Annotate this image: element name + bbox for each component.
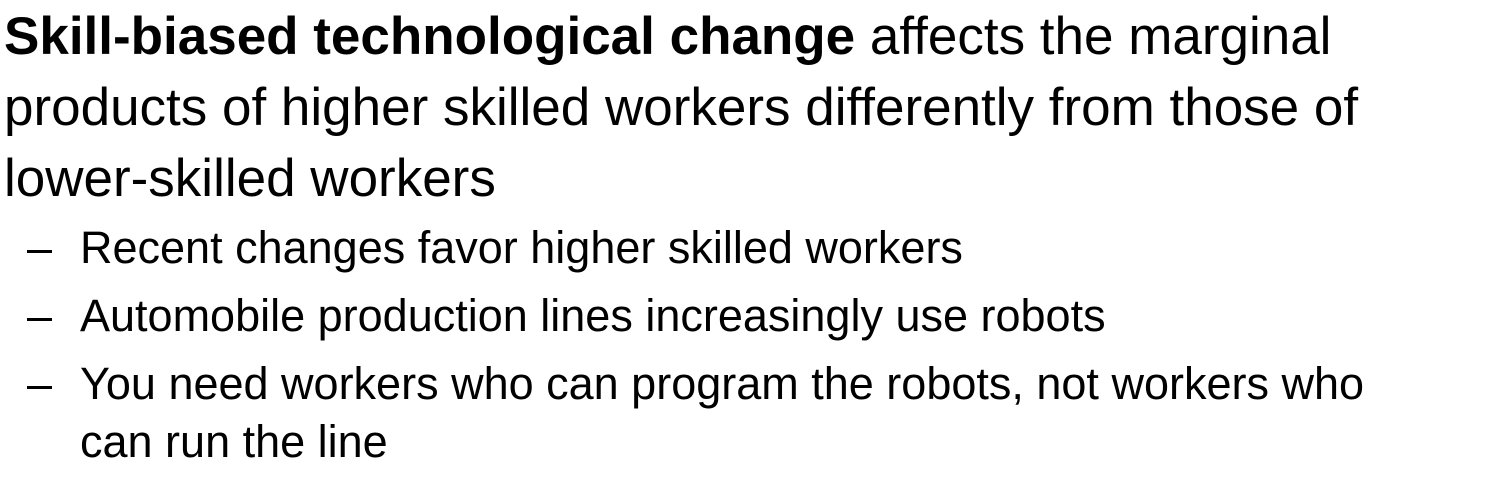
dash-marker: – [27, 358, 53, 409]
dash-marker: – [27, 222, 53, 273]
sub-bullet-line: You need workers who can program the rob… [80, 358, 1365, 409]
main-bullet: Skill-biased technological change affect… [4, 1, 1506, 214]
sub-bullet-list: – Recent changes favor higher skilled wo… [0, 219, 1506, 481]
sub-bullet-text: Recent changes favor higher skilled work… [80, 219, 1506, 277]
sub-bullet-text: You need workers who can program the rob… [80, 355, 1506, 471]
sub-bullet-line: Automobile production lines increasingly… [80, 290, 1106, 341]
sub-bullet-3: – You need workers who can program the r… [0, 355, 1506, 471]
sub-bullet-text: Automobile production lines increasingly… [80, 287, 1506, 345]
dash-marker: – [27, 290, 53, 341]
main-bullet-line-2: products of higher skilled workers diffe… [4, 78, 1359, 137]
main-bullet-line-3: lower-skilled workers [4, 149, 496, 208]
sub-bullet-1: – Recent changes favor higher skilled wo… [0, 219, 1506, 277]
main-bullet-line-1: Skill-biased technological change affect… [4, 1, 1506, 72]
main-bullet-text: affects the marginal [855, 7, 1332, 66]
sub-bullet-line: Recent changes favor higher skilled work… [80, 222, 963, 273]
sub-bullet-2: – Automobile production lines increasing… [0, 287, 1506, 345]
key-term: Skill-biased technological change [4, 7, 856, 66]
sub-bullet-line: can run the line [80, 416, 388, 467]
